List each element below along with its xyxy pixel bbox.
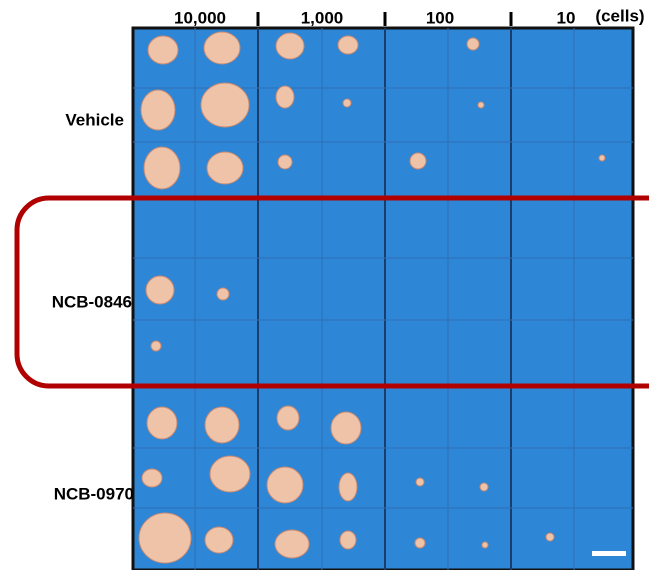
column-label: 10 <box>557 8 576 27</box>
column-label: 100 <box>426 8 454 27</box>
row-label: Vehicle <box>65 110 124 129</box>
unit-label: (cells) <box>595 6 644 25</box>
highlight-box <box>14 195 649 389</box>
column-label: 1,000 <box>301 8 344 27</box>
row-label: NCB-0970 <box>54 484 134 503</box>
row-label: NCB-0846 <box>52 292 132 311</box>
header-ticks <box>256 12 513 26</box>
column-label: 10,000 <box>174 8 226 27</box>
tumors <box>138 31 606 564</box>
scale-bar <box>592 551 626 556</box>
